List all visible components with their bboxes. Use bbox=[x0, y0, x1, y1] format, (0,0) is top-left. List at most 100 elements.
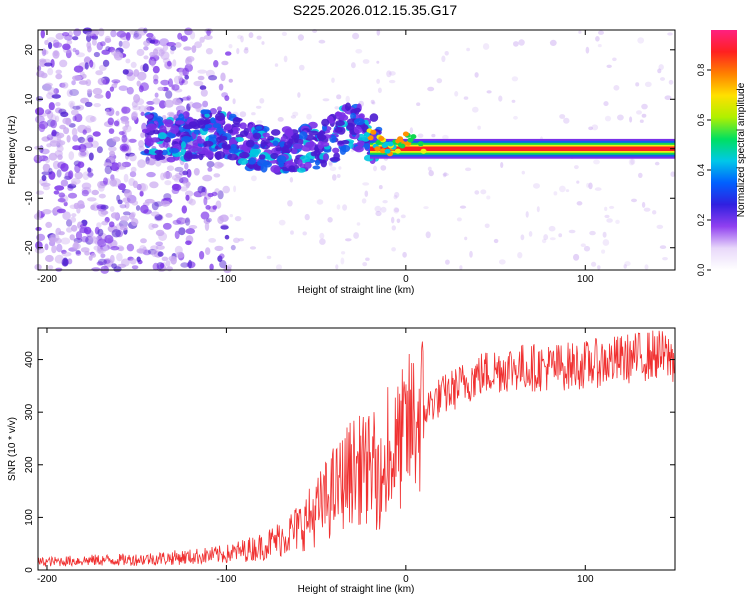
spectrogram-speckle bbox=[543, 234, 549, 241]
spectrogram-speckle bbox=[329, 166, 337, 172]
spectrogram-speckle bbox=[151, 201, 159, 211]
spectrogram-speckle bbox=[45, 254, 54, 263]
spectrogram-ridge-blob bbox=[146, 123, 157, 131]
spectrogram-speckle bbox=[486, 195, 491, 200]
spectrogram-speckle bbox=[40, 29, 45, 39]
spectrogram-speckle bbox=[120, 225, 128, 231]
spectrogram-speckle bbox=[151, 223, 159, 229]
spectrogram-speckle bbox=[105, 46, 111, 52]
spectrogram-ridge-blob bbox=[204, 113, 210, 118]
colorbar-tick-label: 0.2 bbox=[696, 214, 706, 227]
spectrogram-speckle bbox=[533, 183, 540, 189]
spectrogram-speckle bbox=[70, 216, 77, 223]
spectrogram-speckle bbox=[274, 63, 279, 67]
spectrogram-speckle bbox=[98, 27, 105, 37]
spectrogram-ridge-blob bbox=[232, 117, 241, 125]
spectrogram-speckle bbox=[92, 131, 101, 137]
spectrogram-speckle bbox=[78, 143, 87, 153]
spectrogram-speckle bbox=[400, 214, 406, 219]
spectrogram-ridge-blob bbox=[276, 155, 287, 164]
spectrogram-speckle bbox=[118, 131, 125, 136]
spectrogram-speckle bbox=[209, 108, 217, 115]
spectrogram-speckle bbox=[97, 238, 107, 248]
spectrogram-speckle bbox=[121, 40, 130, 49]
spectrogram-speckle bbox=[297, 92, 301, 98]
spectrogram-speckle bbox=[71, 80, 76, 86]
spectrogram-speckle bbox=[111, 229, 122, 238]
spectrogram-speckle bbox=[183, 46, 192, 51]
spectrogram-speckle bbox=[183, 181, 192, 187]
spectrogram-ridge-blob bbox=[420, 148, 427, 154]
spectrogram-speckle bbox=[45, 221, 53, 228]
spectrogram-speckle bbox=[186, 95, 192, 101]
colorbar-tick-label: 0.8 bbox=[696, 64, 706, 77]
spectrogram-speckle bbox=[42, 49, 49, 55]
snr-xtick-label: -100 bbox=[216, 574, 236, 585]
spectrogram-ridge-blob bbox=[208, 134, 217, 139]
spectrogram-ridge-blob bbox=[340, 144, 351, 153]
spectrogram-speckle bbox=[87, 45, 92, 53]
spectrogram-speckle bbox=[355, 49, 363, 54]
spectrogram-speckle bbox=[256, 120, 263, 124]
spectrogram-speckle bbox=[55, 69, 62, 75]
spectrogram-speckle bbox=[186, 168, 192, 178]
spectrogram-ylabel: Frequency (Hz) bbox=[7, 116, 18, 185]
spectrogram-speckle bbox=[40, 148, 50, 155]
spectrogram-speckle bbox=[118, 85, 128, 91]
spectrogram-ridge-blob bbox=[182, 111, 190, 119]
spectrogram-speckle bbox=[48, 167, 53, 175]
spectrogram-speckle bbox=[122, 69, 129, 75]
spectrogram-speckle bbox=[299, 64, 305, 71]
spectrogram-speckle bbox=[480, 189, 487, 195]
spectrogram-speckle bbox=[36, 70, 45, 78]
spectrogram-ridge-blob bbox=[204, 124, 213, 129]
spectrogram-ridge-blob bbox=[292, 143, 303, 150]
spectrogram-speckle bbox=[302, 231, 308, 236]
spectrogram-speckle bbox=[336, 174, 341, 178]
spectrogram-ridge-blob bbox=[369, 113, 379, 122]
spectrogram-speckle bbox=[40, 182, 51, 187]
spectrogram-speckle bbox=[174, 100, 183, 105]
spectrogram-speckle bbox=[362, 182, 370, 186]
spectrogram-speckle bbox=[628, 158, 635, 166]
spectrogram-speckle bbox=[394, 207, 400, 213]
spectrogram-speckle bbox=[189, 31, 196, 40]
spectrogram-speckle bbox=[162, 115, 167, 120]
spectrogram-speckle bbox=[380, 165, 387, 171]
spectrogram-speckle bbox=[61, 251, 72, 257]
spectrogram-speckle bbox=[164, 99, 174, 108]
spectrogram-speckle bbox=[96, 248, 106, 254]
spectrogram-speckle bbox=[549, 39, 557, 47]
spectrogram-speckle bbox=[81, 73, 87, 79]
spectrogram-speckle bbox=[345, 238, 352, 242]
spectrogram-speckle bbox=[382, 200, 388, 204]
spectrogram-ridge-blob bbox=[260, 163, 268, 173]
spectrogram-ridge-blob bbox=[216, 127, 224, 134]
spectrogram-speckle bbox=[100, 210, 109, 215]
spectrogram-ridge-blob bbox=[181, 141, 186, 149]
spectrogram-ridge-blob bbox=[260, 140, 266, 148]
spectrogram-speckle bbox=[219, 260, 227, 269]
snr-panel: -200 -100 0 100 0 100 200 300 400 Height of stra… bbox=[7, 327, 676, 595]
spectrogram-speckle bbox=[133, 69, 140, 77]
spectrogram-speckle bbox=[328, 160, 333, 166]
spectrogram-speckle bbox=[123, 173, 129, 183]
spectrogram-speckle bbox=[51, 245, 57, 254]
spectrogram-speckle bbox=[104, 234, 114, 244]
spectrogram-speckle bbox=[56, 145, 64, 153]
spectrogram-ridge-blob bbox=[363, 132, 370, 138]
spectrogram-speckle bbox=[597, 44, 602, 48]
spectrogram-speckle bbox=[131, 112, 138, 121]
spectrogram-speckle bbox=[54, 254, 65, 264]
spectrogram-speckle bbox=[376, 29, 381, 36]
spectrogram-speckle bbox=[96, 261, 104, 266]
spectrogram-speckle bbox=[574, 165, 579, 170]
spectrogram-speckle bbox=[226, 264, 233, 269]
spectrogram-ridge-blob bbox=[275, 147, 282, 152]
spectrogram-speckle bbox=[219, 253, 225, 259]
spectrogram-speckle bbox=[149, 39, 156, 44]
spectrogram-speckle bbox=[224, 95, 230, 101]
spectrogram-speckle bbox=[105, 90, 111, 99]
spectrogram-speckle bbox=[109, 162, 120, 172]
spectrogram-speckle bbox=[137, 159, 146, 169]
